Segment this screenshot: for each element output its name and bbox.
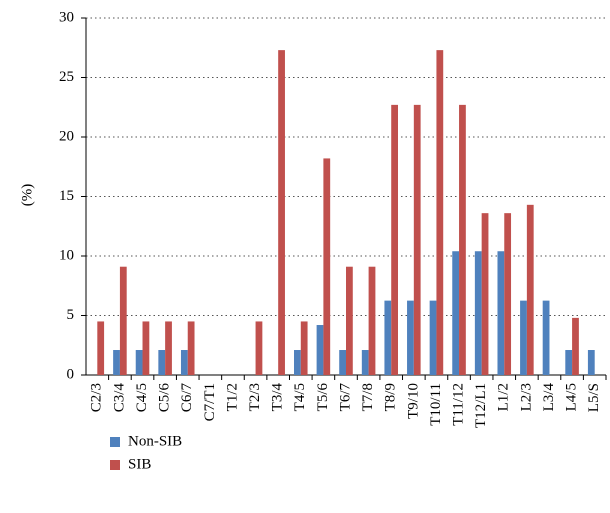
bar xyxy=(300,321,308,375)
bar xyxy=(158,350,166,375)
x-tick-label: T2/3 xyxy=(247,383,263,411)
x-tick-label: C5/6 xyxy=(157,383,173,413)
x-tick-label: L1/2 xyxy=(496,383,512,411)
bar xyxy=(187,321,195,375)
x-tick-label: C6/7 xyxy=(179,383,195,413)
x-tick-label: T10/11 xyxy=(428,383,444,426)
bar xyxy=(413,104,421,376)
x-tick-label: C3/4 xyxy=(111,383,127,413)
x-tick-label: L3/4 xyxy=(541,383,557,412)
x-tick-label: L5/S xyxy=(586,383,602,412)
bar xyxy=(135,350,143,375)
bar xyxy=(97,321,105,375)
x-tick-label: T12/L1 xyxy=(473,383,489,428)
bar xyxy=(481,213,489,375)
legend-swatch xyxy=(110,437,120,447)
bar xyxy=(294,350,301,375)
y-tick-label: 10 xyxy=(59,247,74,263)
bar xyxy=(497,251,505,375)
x-tick-label: T6/7 xyxy=(337,383,353,412)
bar xyxy=(316,325,324,375)
y-tick-label: 25 xyxy=(59,69,74,85)
bar xyxy=(278,50,285,375)
x-tick-label: T9/10 xyxy=(405,383,421,419)
x-tick-label: T4/5 xyxy=(292,383,308,411)
bar xyxy=(474,251,482,375)
bar xyxy=(436,50,444,375)
x-tick-label: C2/3 xyxy=(89,383,105,412)
bar xyxy=(459,104,466,376)
bar xyxy=(119,266,127,375)
y-tick-label: 15 xyxy=(59,188,74,204)
x-tick-label: L4/5 xyxy=(564,383,580,411)
bar xyxy=(526,204,534,375)
x-tick-label: T11/12 xyxy=(450,383,466,426)
y-axis-label: (%) xyxy=(19,184,35,207)
bar xyxy=(113,350,120,375)
x-tick-label: C4/5 xyxy=(134,383,150,412)
y-tick-label: 30 xyxy=(59,9,74,25)
y-tick-label: 0 xyxy=(67,366,75,382)
bar xyxy=(323,158,331,375)
bar xyxy=(407,300,414,375)
x-tick-label: C7/T1 xyxy=(202,383,218,421)
y-tick-label: 20 xyxy=(59,128,74,144)
bar xyxy=(165,321,172,375)
bar xyxy=(368,266,376,375)
bar xyxy=(391,104,398,376)
bar xyxy=(255,321,263,375)
bar xyxy=(572,317,579,375)
bar xyxy=(429,300,437,375)
x-tick-label: T1/2 xyxy=(224,383,240,411)
bar xyxy=(142,321,150,375)
bar xyxy=(180,350,188,375)
bar xyxy=(504,213,512,375)
legend-label: Non-SIB xyxy=(128,433,182,449)
bar xyxy=(361,350,369,375)
bar xyxy=(339,350,346,375)
bar xyxy=(542,300,550,375)
x-tick-label: T7/8 xyxy=(360,383,376,411)
bar xyxy=(346,266,353,375)
bar xyxy=(565,350,573,375)
bar xyxy=(520,300,527,375)
legend-label: SIB xyxy=(128,456,151,472)
x-tick-label: T5/6 xyxy=(315,383,331,412)
x-tick-label: L2/3 xyxy=(518,383,534,411)
x-tick-label: T3/4 xyxy=(270,383,286,412)
y-tick-label: 5 xyxy=(67,307,75,323)
x-tick-label: T8/9 xyxy=(383,383,399,411)
bar xyxy=(452,251,460,375)
bar xyxy=(384,300,392,375)
bar xyxy=(587,350,595,375)
legend-swatch xyxy=(110,460,120,470)
